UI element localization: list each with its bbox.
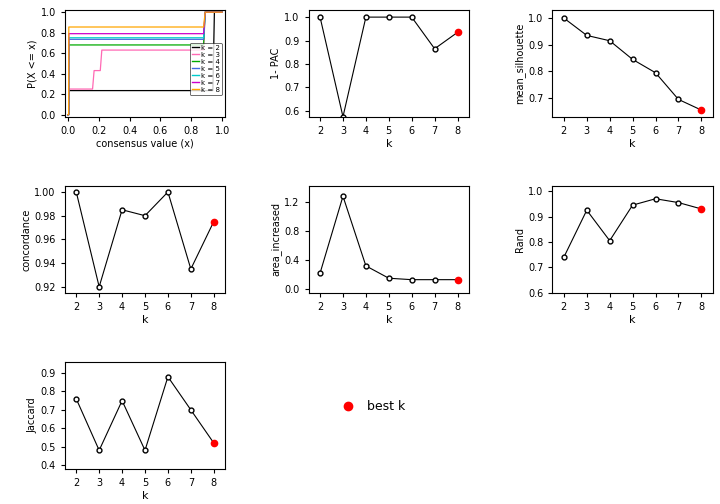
X-axis label: k: k	[142, 490, 148, 500]
Y-axis label: concordance: concordance	[22, 208, 32, 271]
X-axis label: consensus value (x): consensus value (x)	[96, 139, 194, 149]
X-axis label: k: k	[629, 139, 636, 149]
Y-axis label: area_increased: area_increased	[271, 203, 282, 276]
Legend: best k: best k	[331, 395, 410, 418]
X-axis label: k: k	[629, 314, 636, 325]
X-axis label: k: k	[142, 314, 148, 325]
Y-axis label: Rand: Rand	[516, 227, 525, 252]
Legend: k = 2, k = 3, k = 4, k = 5, k = 6, k = 7, k = 8: k = 2, k = 3, k = 4, k = 5, k = 6, k = 7…	[189, 42, 222, 95]
Y-axis label: Jaccard: Jaccard	[27, 398, 37, 433]
Y-axis label: 1- PAC: 1- PAC	[271, 48, 282, 79]
X-axis label: k: k	[385, 314, 392, 325]
Y-axis label: mean_silhouette: mean_silhouette	[514, 23, 525, 104]
Y-axis label: P(X <= x): P(X <= x)	[27, 39, 37, 88]
X-axis label: k: k	[385, 139, 392, 149]
